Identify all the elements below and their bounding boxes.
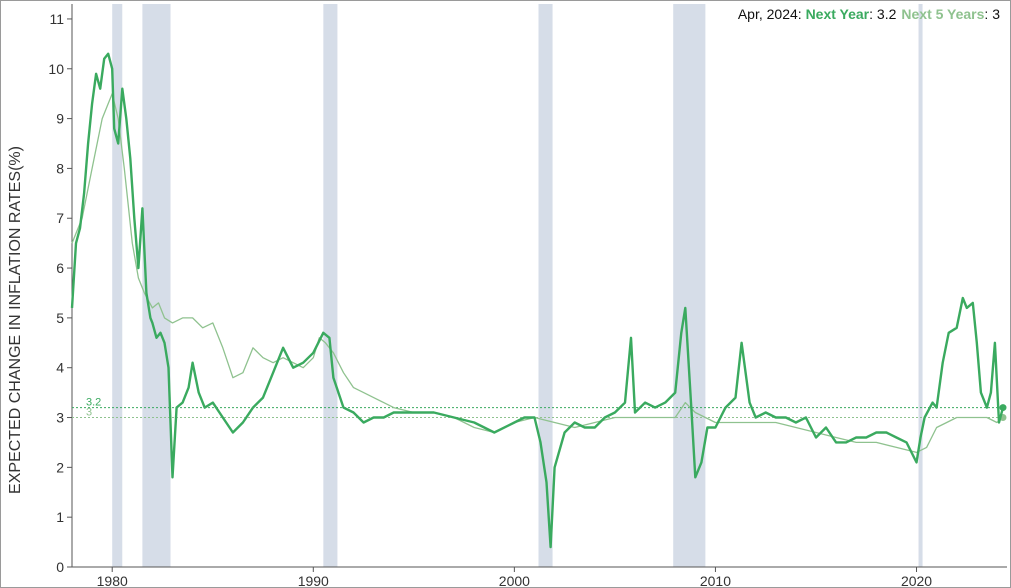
y-tick-label: 2 — [56, 459, 64, 475]
series-line-next-year — [70, 52, 1005, 549]
x-tick-label: 1990 — [298, 573, 329, 588]
series-line-next-5-years — [71, 93, 1004, 454]
recession-band — [112, 4, 123, 567]
recession-band — [673, 4, 706, 567]
y-tick-label: 5 — [56, 310, 64, 326]
y-tick-label: 4 — [56, 360, 64, 376]
x-tick-label: 2000 — [499, 573, 530, 588]
y-tick-label: 6 — [56, 260, 64, 276]
y-tick-label: 11 — [49, 11, 64, 27]
recession-band — [918, 4, 923, 567]
y-tick-label: 10 — [48, 61, 64, 77]
series-end-point — [999, 404, 1007, 412]
y-tick-labels: 0 1 2 3 4 5 6 7 8 9 10 11 — [48, 11, 72, 575]
series-lines — [70, 52, 1007, 549]
recession-band — [538, 4, 553, 567]
axes — [71, 4, 1007, 568]
legend-series2-value: 3 — [992, 6, 1000, 22]
recession-band — [323, 4, 338, 567]
y-tick-label: 1 — [56, 509, 64, 525]
legend-series1-name: Next Year — [806, 6, 870, 22]
y-tick-label: 7 — [56, 210, 64, 226]
y-tick-label: 8 — [56, 160, 64, 176]
recession-bands — [112, 4, 923, 567]
legend-series2-name: Next 5 Years — [901, 6, 984, 22]
reference-label: 3.2 — [86, 397, 101, 409]
y-tick-label: 9 — [56, 111, 64, 127]
y-axis-label: EXPECTED CHANGE IN INFLATION RATES(%) — [7, 146, 24, 494]
legend-date: Apr, 2024 — [738, 6, 798, 22]
y-tick-label: 0 — [56, 559, 64, 575]
legend-readout: Apr, 2024: Next Year: 3.2 Next 5 Years: 3 — [738, 6, 1000, 22]
x-tick-labels: 1980 1990 2000 2010 2020 — [97, 567, 932, 588]
y-tick-label: 3 — [56, 410, 64, 426]
reference-label: 3 — [86, 407, 92, 419]
x-tick-label: 1980 — [97, 573, 128, 588]
legend-series1-value: 3.2 — [877, 6, 897, 22]
reference-lines: 3.23 — [72, 397, 1007, 419]
x-tick-label: 2020 — [901, 573, 932, 588]
x-tick-label: 2010 — [700, 573, 731, 588]
